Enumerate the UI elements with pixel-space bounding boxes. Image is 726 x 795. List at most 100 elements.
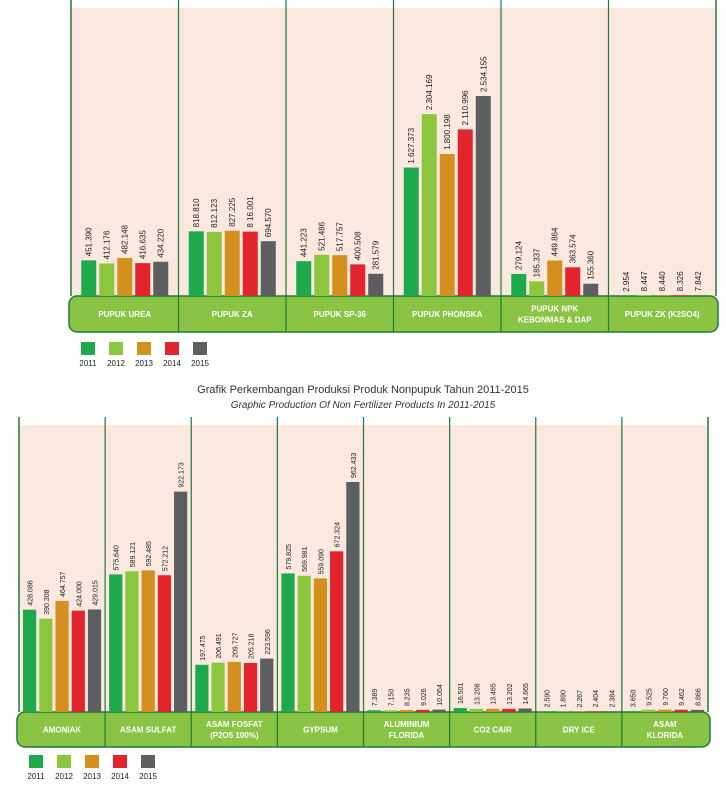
data-label: 424.000 bbox=[76, 581, 83, 606]
legend-swatch-2011 bbox=[81, 342, 95, 355]
bar-2014 bbox=[675, 710, 688, 712]
data-label: 1.800.198 bbox=[443, 114, 452, 150]
data-label: 694.570 bbox=[264, 208, 273, 237]
bar-2014 bbox=[243, 232, 258, 296]
bar-2013 bbox=[572, 711, 585, 712]
data-label: 209.727 bbox=[232, 632, 239, 657]
legend-swatch-2012 bbox=[57, 755, 71, 768]
legend-swatch-2012 bbox=[109, 342, 123, 355]
bar-2014 bbox=[673, 295, 688, 296]
data-label: 8.440 bbox=[658, 271, 667, 292]
data-label: 8.326 bbox=[676, 271, 685, 292]
bar-2015 bbox=[476, 96, 491, 296]
bar-2012 bbox=[470, 709, 483, 712]
data-label: 592.485 bbox=[146, 541, 153, 566]
bar-2013 bbox=[314, 578, 327, 712]
data-label: 3.650 bbox=[630, 690, 637, 708]
bar-2015 bbox=[519, 708, 532, 712]
bar-2015 bbox=[691, 710, 704, 712]
data-label: 451.390 bbox=[85, 227, 94, 256]
bar-2013 bbox=[225, 231, 240, 296]
bar-2011 bbox=[626, 711, 639, 712]
bar-2012 bbox=[422, 114, 437, 296]
data-label: 7.150 bbox=[388, 689, 395, 707]
data-label: 363.574 bbox=[569, 234, 578, 263]
bar-2015 bbox=[691, 295, 706, 296]
bar-2012 bbox=[125, 571, 138, 712]
data-label: 672.324 bbox=[335, 522, 342, 547]
legend-swatch-2014 bbox=[165, 342, 179, 355]
bar-2014 bbox=[350, 264, 365, 296]
legend-label-2013: 2013 bbox=[135, 359, 153, 368]
bar-2011 bbox=[404, 168, 419, 296]
legend-swatch-2013 bbox=[137, 342, 151, 355]
legend-label-2014: 2014 bbox=[111, 772, 129, 781]
data-label: 13.208 bbox=[474, 683, 481, 705]
data-label: 2.384 bbox=[609, 690, 616, 708]
bar-2013 bbox=[547, 260, 562, 296]
data-label: 434.220 bbox=[157, 228, 166, 257]
data-label: 8.866 bbox=[695, 688, 702, 706]
bar-2012 bbox=[637, 295, 652, 296]
bar-2015 bbox=[368, 274, 383, 296]
data-label: 10.054 bbox=[437, 684, 444, 706]
category-label: ALUMINIUM bbox=[384, 720, 430, 729]
bar-2015 bbox=[605, 711, 618, 712]
data-label: 8 16.001 bbox=[246, 196, 255, 228]
bar-2013 bbox=[486, 709, 499, 712]
legend-swatch-2014 bbox=[113, 755, 127, 768]
data-label: 8.447 bbox=[640, 271, 649, 292]
data-label: 482.148 bbox=[121, 224, 130, 253]
data-label: 7.389 bbox=[372, 689, 379, 707]
category-label: DRY ICE bbox=[563, 726, 596, 735]
bar-2015 bbox=[260, 659, 273, 712]
bar-2015 bbox=[346, 482, 359, 712]
category-label: ASAM bbox=[653, 720, 677, 729]
data-label: 281.579 bbox=[372, 240, 381, 269]
data-label: 559.090 bbox=[318, 549, 325, 574]
data-label: 8.235 bbox=[405, 688, 412, 706]
category-label: GYPSUM bbox=[303, 726, 338, 735]
legend-swatch-2015 bbox=[193, 342, 207, 355]
bar-2015 bbox=[432, 710, 445, 712]
bar-2013 bbox=[400, 710, 413, 712]
bar-2011 bbox=[189, 231, 204, 296]
data-label: 429.015 bbox=[93, 580, 100, 605]
data-label: 428.086 bbox=[28, 580, 35, 605]
data-label: 2.534.155 bbox=[479, 56, 488, 92]
bar-2011 bbox=[195, 665, 208, 712]
data-label: 9.462 bbox=[679, 688, 686, 706]
data-label: 589.121 bbox=[130, 542, 137, 567]
legend-label-2013: 2013 bbox=[83, 772, 101, 781]
category-label: PUPUK PHONSKA bbox=[412, 310, 482, 319]
bar-2014 bbox=[330, 551, 343, 712]
bar-2012 bbox=[314, 255, 329, 296]
bar-2015 bbox=[583, 284, 598, 296]
bar-2014 bbox=[72, 611, 85, 712]
data-label: 279.124 bbox=[515, 241, 524, 270]
bar-2011 bbox=[109, 574, 122, 712]
bar-2012 bbox=[207, 232, 222, 296]
bar-2011 bbox=[368, 710, 381, 712]
data-label: 197.475 bbox=[200, 635, 207, 660]
category-label: AMONIAK bbox=[43, 726, 81, 735]
data-label: 155.360 bbox=[587, 250, 596, 279]
data-label: 223.596 bbox=[265, 629, 272, 654]
category-label: PUPUK ZK (K2SO4) bbox=[625, 310, 700, 319]
bar-2012 bbox=[384, 710, 397, 712]
bar-2012 bbox=[298, 576, 311, 712]
category-label: PUPUK UREA bbox=[98, 310, 151, 319]
chart-title: Grafik Perkembangan Produksi Produk Nonp… bbox=[197, 384, 529, 396]
data-label: 922.173 bbox=[179, 462, 186, 487]
data-label: 9.760 bbox=[663, 688, 670, 706]
data-label: 13.465 bbox=[491, 683, 498, 705]
bar-2013 bbox=[228, 662, 241, 712]
bar-2012 bbox=[642, 710, 655, 712]
data-label: 13.202 bbox=[507, 683, 514, 705]
data-label: 521.486 bbox=[318, 221, 327, 250]
data-label: 818.810 bbox=[192, 198, 201, 227]
data-label: 2.304.169 bbox=[425, 74, 434, 110]
category-label: PUPUK SP-36 bbox=[314, 310, 367, 319]
